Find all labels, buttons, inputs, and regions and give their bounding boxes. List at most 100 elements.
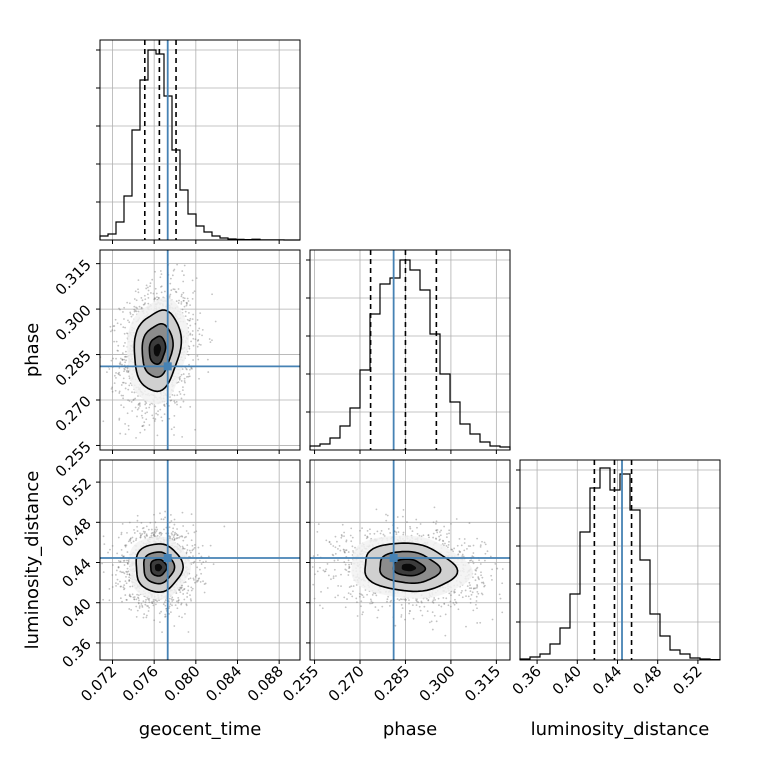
2d-geocent-time-vs-phase-point: [142, 303, 145, 306]
2d-phase-vs-luminosity-distance-point: [347, 551, 350, 553]
2d-geocent-time-vs-phase-point: [126, 332, 128, 335]
2d-phase-vs-luminosity-distance-point: [444, 542, 446, 545]
2d-phase-vs-luminosity-distance-point: [431, 611, 434, 614]
2d-geocent-time-vs-phase-point: [124, 387, 127, 390]
2d-geocent-time-vs-phase-point: [173, 288, 176, 291]
2d-phase-vs-luminosity-distance-point: [469, 545, 472, 548]
2d-geocent-time-vs-luminosity-distance-point: [151, 531, 154, 534]
2d-geocent-time-vs-phase-point: [181, 308, 184, 311]
2d-phase-vs-luminosity-distance-point: [439, 615, 442, 618]
2d-geocent-time-vs-luminosity-distance-point: [178, 536, 180, 539]
2d-phase-vs-luminosity-distance-point: [377, 609, 380, 612]
2d-phase-vs-luminosity-distance-point: [432, 532, 435, 535]
2d-phase-vs-luminosity-distance-point: [369, 598, 372, 601]
2d-geocent-time-vs-luminosity-distance-point: [176, 534, 179, 537]
2d-geocent-time-vs-luminosity-distance-point: [142, 616, 145, 619]
2d-phase-vs-luminosity-distance-point: [316, 530, 319, 533]
2d-phase-vs-luminosity-distance-point: [360, 605, 362, 608]
2d-geocent-time-vs-luminosity-distance-point: [163, 601, 166, 604]
2d-phase-vs-luminosity-distance-point: [364, 534, 367, 537]
2d-geocent-time-vs-phase-point: [198, 377, 200, 380]
2d-phase-vs-luminosity-distance-point: [474, 579, 477, 582]
2d-geocent-time-vs-phase-point: [163, 290, 166, 293]
2d-geocent-time-vs-luminosity-distance-point: [207, 555, 210, 558]
2d-phase-vs-luminosity-distance-point: [439, 534, 442, 537]
2d-phase-vs-luminosity-distance-point: [365, 537, 368, 540]
2d-geocent-time-vs-phase-point: [196, 339, 199, 342]
2d-geocent-time-vs-luminosity-distance-point: [123, 564, 126, 566]
2d-phase-vs-luminosity-distance-point: [420, 535, 423, 538]
2d-phase-vs-luminosity-distance-point: [408, 612, 411, 615]
2d-phase-vs-luminosity-distance-point: [347, 570, 350, 573]
2d-phase-vs-luminosity-distance-point: [409, 610, 411, 612]
2d-phase-vs-luminosity-distance-point: [472, 544, 475, 547]
2d-geocent-time-vs-luminosity-distance-point: [186, 544, 189, 547]
2d-geocent-time-vs-phase-point: [123, 367, 126, 370]
ytick-label-phase: 0.300: [52, 301, 95, 344]
2d-geocent-time-vs-luminosity-distance-point: [192, 555, 194, 558]
2d-phase-vs-luminosity-distance-point: [469, 601, 472, 604]
2d-phase-vs-luminosity-distance-point: [336, 540, 338, 543]
2d-geocent-time-vs-luminosity-distance-point: [122, 586, 125, 589]
2d-phase-vs-luminosity-distance-point: [404, 599, 407, 601]
2d-geocent-time-vs-luminosity-distance-point: [111, 574, 114, 576]
2d-geocent-time-vs-phase-point: [106, 371, 108, 374]
2d-geocent-time-vs-luminosity-distance-point: [147, 528, 150, 531]
2d-geocent-time-vs-phase-point: [191, 330, 194, 332]
2d-geocent-time-vs-phase-point: [161, 419, 164, 422]
2d-geocent-time-vs-luminosity-distance-point: [189, 577, 192, 580]
2d-geocent-time-vs-phase-point: [211, 339, 213, 342]
2d-geocent-time-vs-phase-point: [124, 326, 127, 329]
2d-phase-vs-luminosity-distance-point: [467, 595, 470, 598]
2d-geocent-time-vs-phase-point: [114, 318, 117, 321]
2d-phase-vs-luminosity-distance-point: [355, 597, 358, 600]
2d-phase-vs-luminosity-distance-point: [347, 574, 350, 576]
2d-phase-vs-luminosity-distance-point: [496, 567, 499, 570]
2d-geocent-time-vs-phase-point: [109, 330, 112, 333]
2d-phase-vs-luminosity-distance-point: [461, 596, 464, 599]
2d-phase-vs-luminosity-distance-point: [411, 530, 414, 533]
2d-geocent-time-vs-phase-point: [138, 402, 141, 404]
2d-geocent-time-vs-luminosity-distance-point: [180, 587, 183, 590]
2d-geocent-time-vs-phase-point: [152, 292, 155, 295]
2d-geocent-time-vs-luminosity-distance-point: [129, 539, 132, 542]
2d-geocent-time-vs-luminosity-distance-point: [164, 615, 166, 618]
2d-geocent-time-vs-luminosity-distance-point: [195, 574, 198, 577]
2d-geocent-time-vs-luminosity-distance-point: [183, 588, 186, 590]
2d-geocent-time-vs-phase-point: [188, 347, 191, 350]
2d-geocent-time-vs-phase-point: [149, 403, 151, 406]
2d-geocent-time-vs-luminosity-distance-point: [139, 536, 142, 539]
2d-geocent-time-vs-luminosity-distance-point: [187, 532, 190, 535]
2d-phase-vs-luminosity-distance-point: [361, 613, 364, 616]
2d-geocent-time-vs-luminosity-distance-point: [129, 595, 132, 598]
2d-geocent-time-vs-phase-point: [155, 292, 158, 295]
2d-geocent-time-vs-phase-point: [141, 416, 144, 419]
2d-geocent-time-vs-phase-point: [188, 375, 191, 378]
2d-phase-vs-luminosity-distance-point: [345, 539, 348, 542]
2d-phase-vs-luminosity-distance-point: [340, 536, 343, 539]
2d-phase-vs-luminosity-distance-point: [448, 540, 450, 543]
2d-geocent-time-vs-phase-point: [115, 357, 117, 360]
2d-geocent-time-vs-luminosity-distance-point: [141, 606, 144, 608]
2d-phase-vs-luminosity-distance-point: [443, 525, 446, 528]
2d-geocent-time-vs-luminosity-distance-point: [160, 532, 163, 535]
2d-geocent-time-vs-phase-point: [133, 391, 136, 394]
2d-geocent-time-vs-phase-point: [120, 384, 123, 386]
2d-geocent-time-vs-luminosity-distance-point: [165, 532, 168, 535]
2d-geocent-time-vs-luminosity-distance-point: [133, 529, 135, 531]
2d-geocent-time-vs-luminosity-distance-point: [127, 570, 130, 573]
2d-geocent-time-vs-luminosity-distance-point: [138, 605, 141, 607]
2d-geocent-time-vs-phase-point: [140, 306, 143, 309]
2d-geocent-time-vs-luminosity-distance-point: [125, 599, 128, 601]
2d-geocent-time-vs-luminosity-distance-point: [184, 581, 187, 583]
2d-phase-vs-luminosity-distance-point: [406, 521, 408, 523]
2d-geocent-time-vs-phase-point: [130, 315, 133, 318]
2d-geocent-time-vs-phase-point: [118, 373, 120, 376]
2d-geocent-time-vs-phase-point: [191, 318, 194, 321]
2d-geocent-time-vs-phase-point: [195, 277, 198, 280]
2d-phase-vs-luminosity-distance-point: [418, 605, 421, 608]
2d-geocent-time-vs-luminosity-distance-point: [173, 539, 176, 541]
2d-geocent-time-vs-phase-point: [190, 340, 192, 343]
2d-geocent-time-vs-phase-point: [119, 363, 122, 365]
2d-geocent-time-vs-luminosity-distance-point: [154, 521, 157, 524]
